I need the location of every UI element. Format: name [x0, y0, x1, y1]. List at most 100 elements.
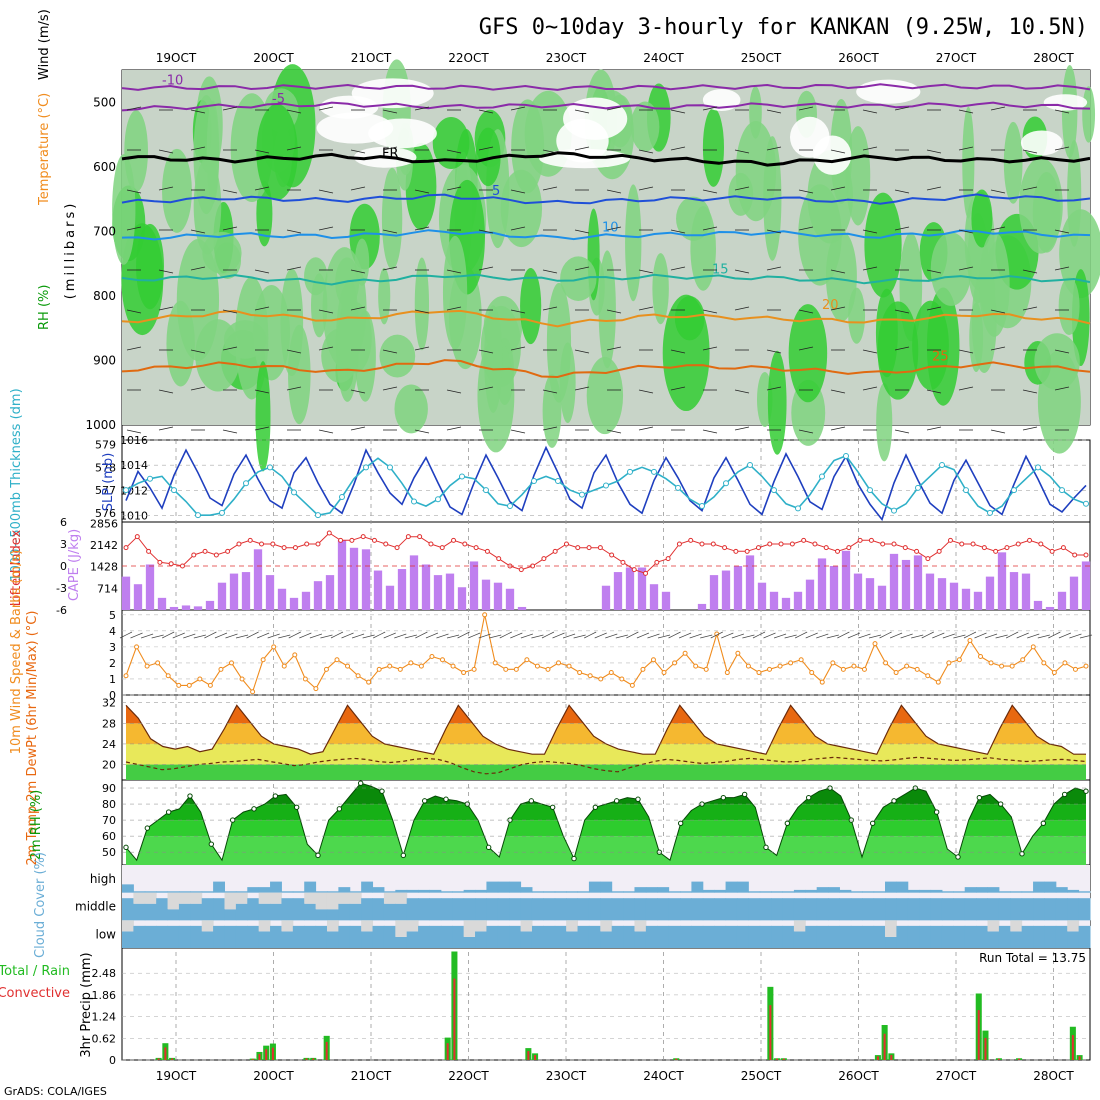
wind-barb: [606, 429, 622, 434]
wind-barb: [990, 309, 1006, 314]
rh-point: [549, 804, 556, 810]
wind-barb-10m: [1079, 634, 1093, 639]
rh-dry-patch: [1020, 130, 1063, 156]
wind-barb: [862, 349, 878, 354]
cloud-gap: [1067, 920, 1080, 932]
rh-tick: 50: [102, 846, 116, 859]
rh-blob: [630, 101, 660, 152]
thickness-tick: 577: [95, 484, 116, 497]
cape-bar: [1057, 591, 1067, 610]
wind-barb: [990, 429, 1006, 434]
wind-barb-10m: [647, 633, 660, 639]
rh-point: [720, 794, 727, 801]
convective-bar: [977, 1010, 980, 1060]
lifted-index-point: [789, 541, 795, 547]
cloud-cell: [714, 889, 727, 893]
wind-barb-10m: [373, 631, 386, 639]
cape-bar: [1081, 561, 1091, 610]
rh-blob: [625, 184, 642, 302]
wind-barb: [446, 186, 462, 191]
cloud-cell: [691, 898, 704, 921]
rh-point: [528, 798, 535, 804]
cloud-cell: [452, 891, 465, 893]
lifted-index-point: [902, 545, 908, 551]
wind-barb-10m: [594, 632, 607, 639]
wind-speed-point: [935, 679, 941, 685]
lifted-index-point: [371, 537, 377, 543]
cloud-cell: [144, 925, 157, 948]
cloud-cell: [167, 925, 180, 948]
wind-barb-10m: [267, 633, 280, 639]
cloud-cell: [531, 898, 544, 921]
cloud-cell: [440, 898, 453, 921]
wind-barb: [286, 386, 302, 391]
cloud-cell: [531, 925, 544, 948]
wind-barb: [894, 346, 910, 351]
cloud-cell: [1078, 898, 1091, 921]
lifted-index-point: [225, 548, 231, 554]
wind-barb-10m: [721, 632, 734, 639]
rh-point: [336, 806, 343, 812]
cape-bar: [181, 605, 191, 610]
cloud-cell: [862, 925, 875, 948]
convective-bar: [527, 1051, 530, 1060]
cloud-cell: [224, 891, 237, 893]
thickness-point: [315, 512, 321, 519]
rh-point: [635, 796, 641, 802]
run-total: Run Total = 13.75: [979, 951, 1086, 965]
wind-speed-point: [946, 660, 952, 666]
cloud-cell: [645, 887, 658, 893]
cape-bar: [889, 553, 899, 610]
wind-speed-point: [1083, 663, 1089, 669]
wind-speed-point: [1041, 660, 1047, 666]
lifted-index-point: [394, 545, 400, 551]
wind-barb: [958, 146, 974, 151]
wind-barb-10m: [984, 633, 998, 639]
lifted-index-point: [609, 552, 615, 558]
rh-point: [741, 791, 748, 798]
thickness-point: [867, 487, 873, 494]
cloud-cell: [634, 931, 647, 948]
wind-barb: [318, 189, 334, 194]
cloud-cell: [201, 891, 214, 893]
lifted-index-point: [326, 530, 332, 536]
pressure-tick: 700: [93, 224, 116, 238]
wind-barb-10m: [183, 633, 196, 639]
cloud-cell: [520, 931, 533, 948]
cloud-cell: [736, 925, 749, 948]
date-label-top: 26OCT: [838, 51, 879, 65]
cape-bar: [829, 566, 839, 610]
rh-dry-patch: [1043, 94, 1088, 111]
wind-barb: [734, 426, 750, 431]
lifted-index-point: [744, 548, 750, 554]
wind-barb: [670, 229, 686, 234]
thickness-point: [1011, 487, 1017, 494]
cloud-gap: [122, 920, 134, 932]
wind-barb: [958, 266, 974, 271]
cape-bar: [1021, 573, 1031, 610]
wind-barb-10m: [1037, 634, 1050, 639]
wind-barb: [510, 346, 526, 351]
cloud-cell: [714, 898, 727, 921]
cloud-cell: [623, 925, 635, 948]
thickness-tick: 576: [95, 507, 116, 520]
cape-bar: [133, 584, 143, 610]
cape-bar: [733, 566, 743, 610]
wind-speed-point: [767, 666, 773, 672]
cloud-cell: [645, 925, 658, 948]
wind-barb-10m: [288, 631, 301, 639]
cloud-cell: [395, 903, 408, 921]
wind-speed-point: [165, 673, 171, 679]
cloud-gap: [133, 892, 146, 904]
wind-speed-point: [672, 660, 678, 666]
rh-blob: [735, 121, 777, 222]
cape-bar: [229, 573, 239, 610]
lifted-index-point: [981, 545, 987, 551]
wind-speed-point: [682, 650, 688, 656]
cloud-cell: [395, 936, 408, 948]
thickness-point: [219, 509, 225, 516]
wind-speed-point: [904, 663, 910, 669]
wind-barb-10m: [436, 633, 449, 639]
rh-point: [805, 794, 812, 801]
cloud-cell: [850, 898, 863, 921]
